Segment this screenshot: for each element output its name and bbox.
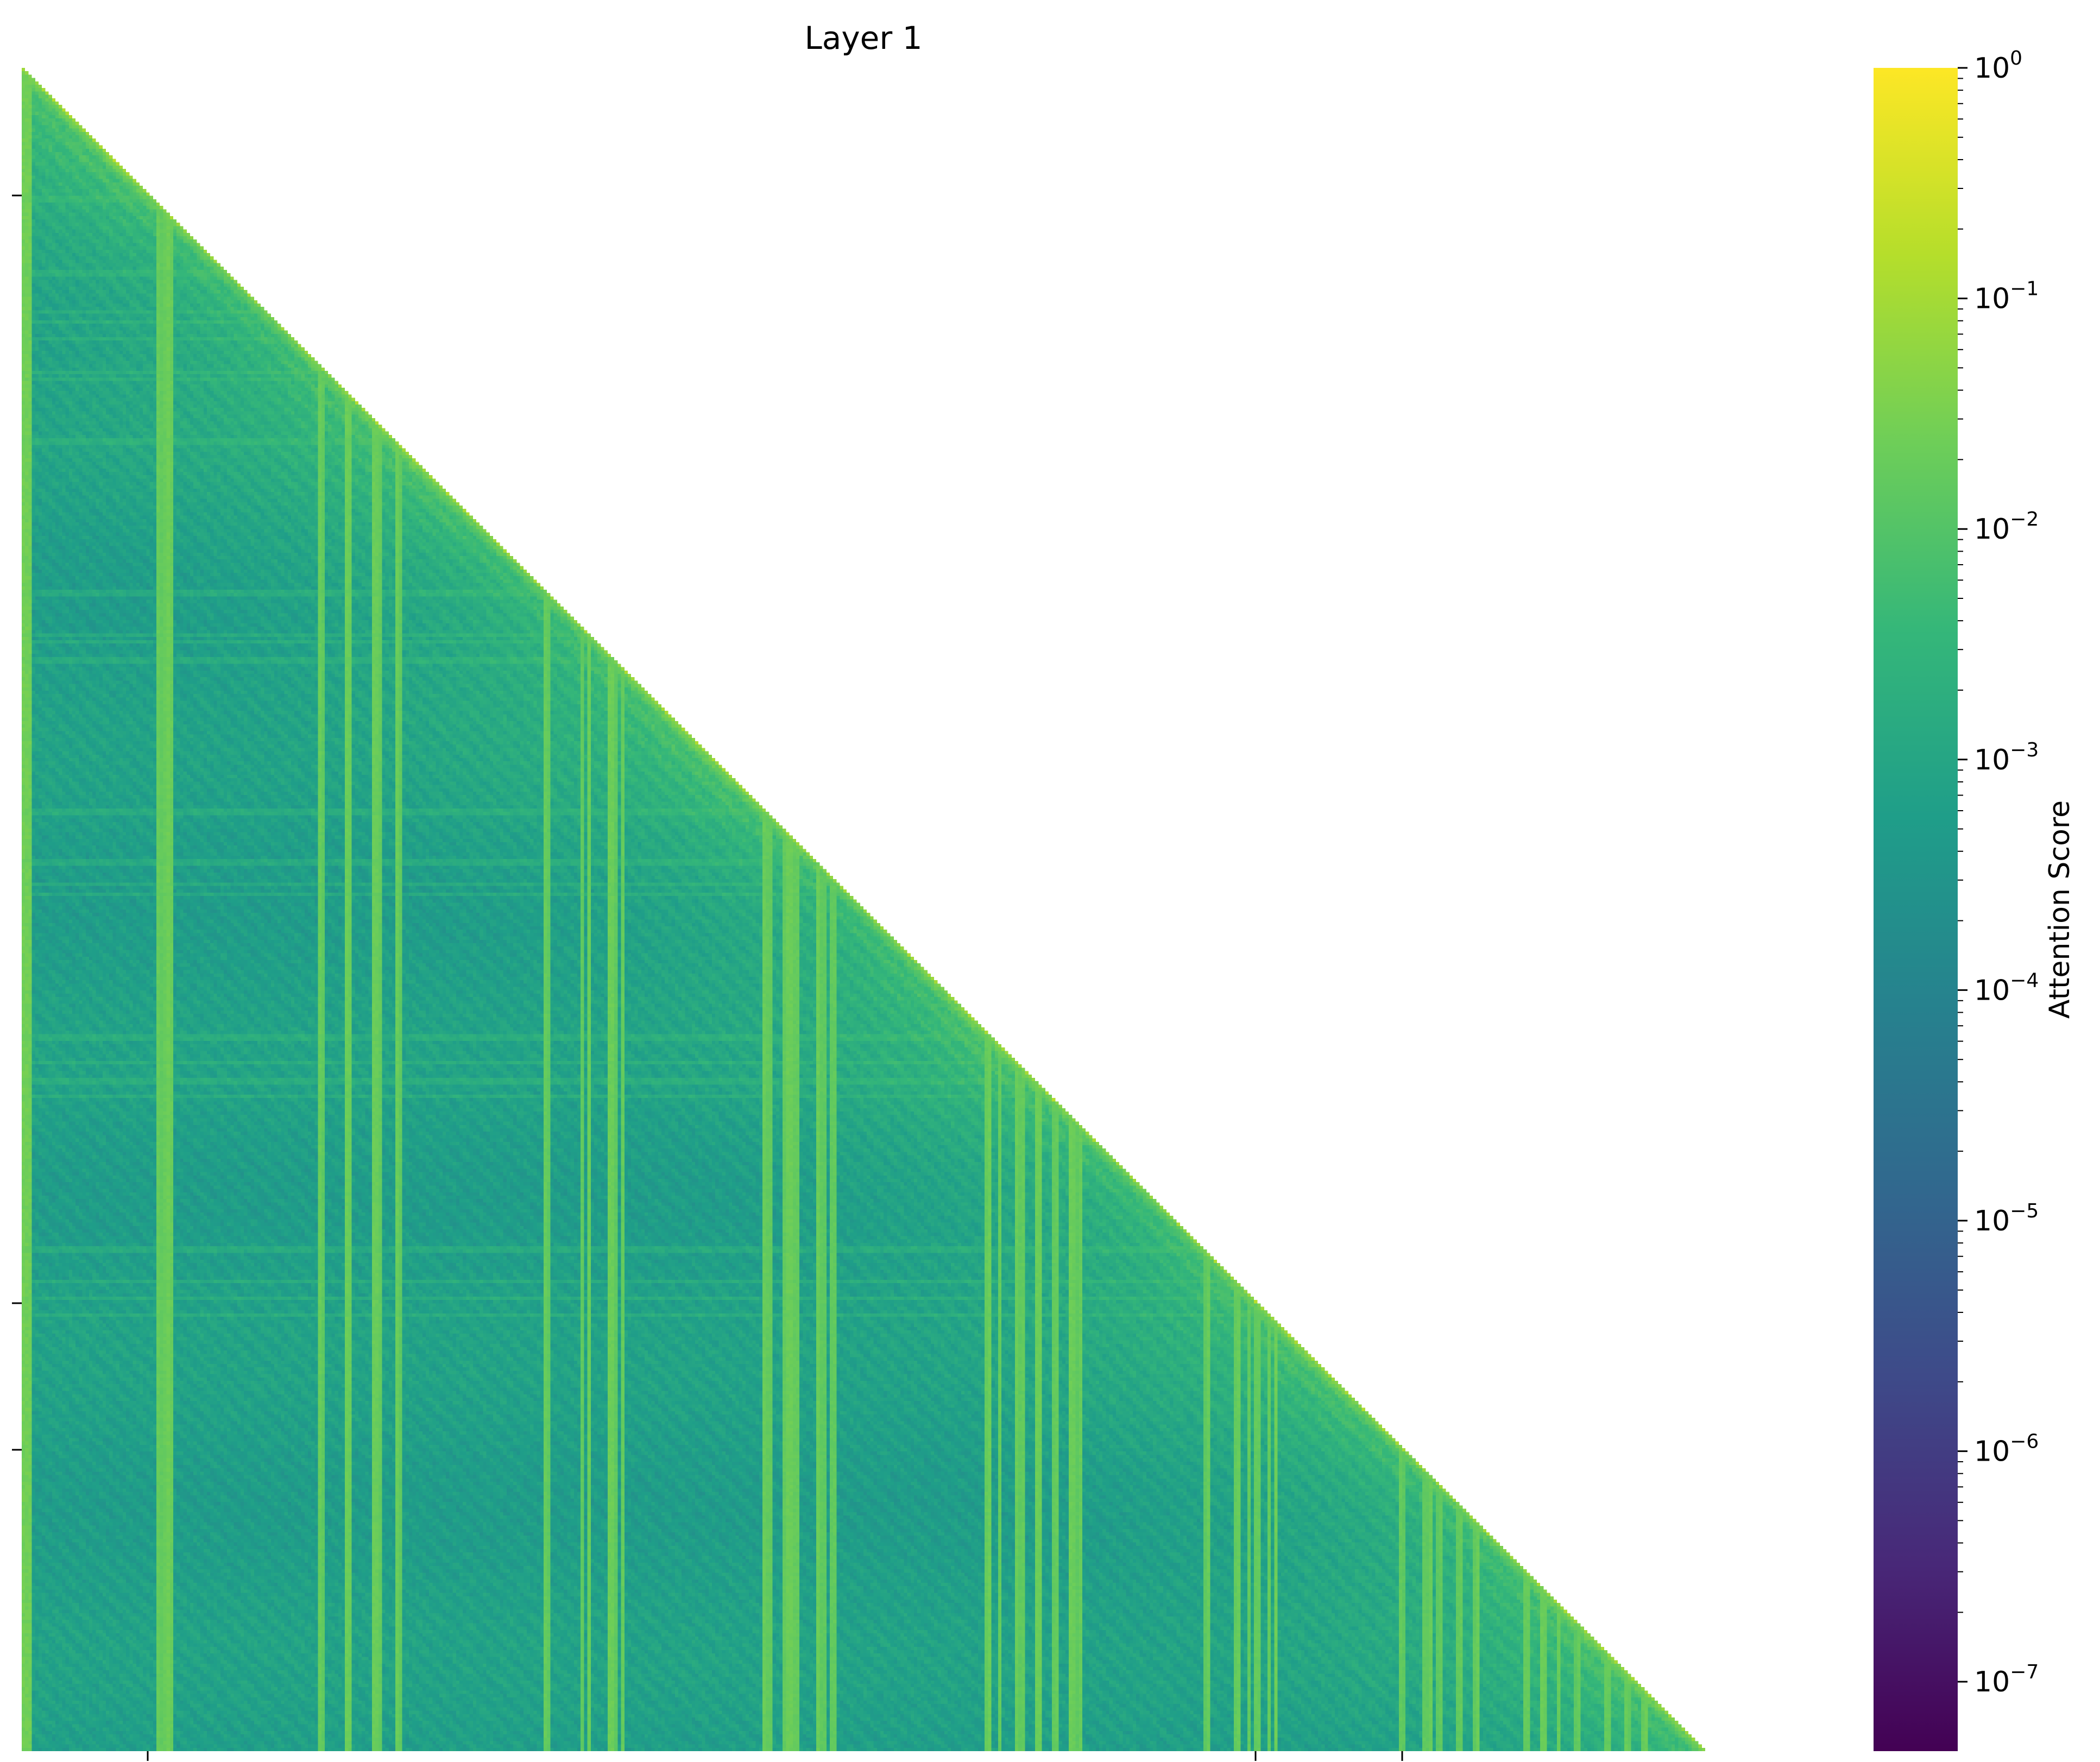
colorbar-label: Attention Score [2044, 800, 2076, 1019]
colorbar-tick-label: 100 [1974, 47, 2022, 85]
colorbar-tick-label: 10−5 [1974, 1200, 2039, 1237]
chart-title: Layer 1 [804, 20, 922, 56]
heatmap-cells [22, 68, 1705, 1751]
x-axis-ticks [147, 1751, 1403, 1761]
colorbar-ticks: 100 10−1 10−2 10−3 10−4 10−5 10−6 10−7 [1958, 47, 2039, 1698]
colorbar-tick-label: 10−2 [1974, 508, 2039, 546]
y-axis-ticks [12, 194, 22, 1451]
colorbar [1874, 68, 1958, 1751]
colorbar-tick-label: 10−3 [1974, 739, 2039, 776]
colorbar-tick-label: 10−4 [1974, 969, 2039, 1007]
colorbar-tick-label: 10−7 [1974, 1661, 2039, 1698]
heatmap-plot-area [22, 68, 1705, 1751]
colorbar-tick-label: 10−1 [1974, 278, 2039, 315]
colorbar-tick-label: 10−6 [1974, 1431, 2039, 1468]
